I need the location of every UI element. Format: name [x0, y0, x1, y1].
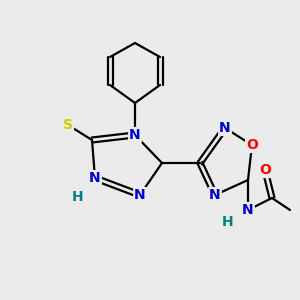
- Text: N: N: [242, 203, 254, 217]
- Text: N: N: [134, 188, 146, 202]
- Text: S: S: [63, 118, 73, 132]
- Text: H: H: [72, 190, 84, 204]
- Text: N: N: [219, 121, 231, 135]
- Text: H: H: [222, 215, 234, 229]
- Text: N: N: [129, 128, 141, 142]
- Text: O: O: [246, 138, 258, 152]
- Text: N: N: [209, 188, 221, 202]
- Text: O: O: [259, 163, 271, 177]
- Text: N: N: [89, 171, 101, 185]
